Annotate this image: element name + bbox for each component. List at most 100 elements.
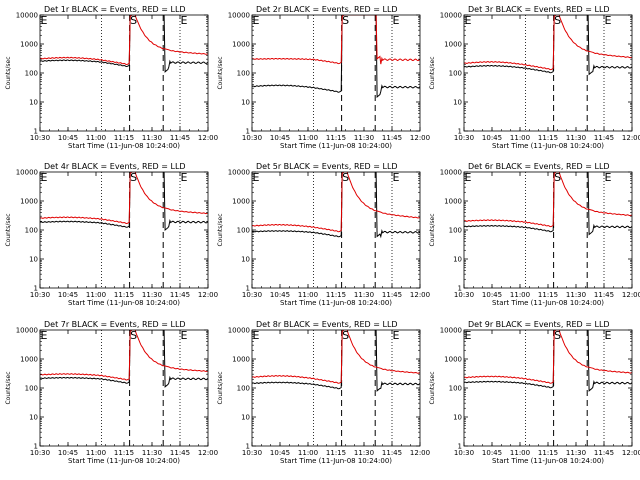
x-tick-label: 11:45 [594,291,614,299]
end-marker: E [41,329,48,342]
x-tick-label: 11:45 [170,449,190,457]
y-tick-label: 1 [458,285,462,293]
start-marker: S [342,14,349,27]
y-tick-label: 10000 [440,12,462,20]
y-axis-label: Counts/sec [5,213,12,246]
end-marker: E [41,14,48,27]
panel: Det 6r BLACK = Events, RED = LLD 1 10 100 10… [429,162,640,307]
end-marker: E [181,329,188,342]
x-tick-label: 10:45 [58,134,78,142]
series-line [464,172,632,228]
x-tick-label: 11:00 [86,134,106,142]
start-marker: S [554,329,561,342]
x-tick-label: 11:00 [298,134,318,142]
start-marker: S [554,171,561,184]
y-tick-label: 100 [25,227,38,235]
x-tick-label: 11:15 [326,134,346,142]
y-tick-label: 1000 [444,198,462,206]
x-tick-label: 12:00 [198,134,218,142]
x-tick-label: 11:30 [142,134,162,142]
series-line [464,15,632,76]
x-tick-label: 12:00 [410,291,430,299]
x-tick-label: 11:30 [354,134,374,142]
y-tick-label: 1 [34,128,38,136]
end-marker: E [253,329,260,342]
x-tick-label: 10:45 [482,291,502,299]
series-line [252,330,420,392]
end-marker: E [393,171,400,184]
y-tick-label: 1000 [20,198,38,206]
x-tick-label: 11:30 [354,449,374,457]
y-tick-label: 100 [237,70,250,78]
y-tick-label: 10 [241,99,250,107]
x-tick-label: 12:00 [622,449,640,457]
x-tick-label: 12:00 [622,291,640,299]
x-tick-label: 11:30 [142,291,162,299]
x-tick-label: 11:15 [538,291,558,299]
y-tick-label: 10000 [228,12,250,20]
x-tick-label: 11:00 [510,291,530,299]
plot-frame [463,14,633,132]
y-tick-label: 1000 [232,356,250,364]
series-line [464,15,632,71]
x-tick-label: 10:30 [242,291,262,299]
x-tick-label: 10:45 [482,134,502,142]
panel: Det 5r BLACK = Events, RED = LLD 1 10 100 10… [217,162,430,307]
y-tick-label: 10 [29,256,38,264]
x-tick-label: 11:00 [510,449,530,457]
panel-title: Det 1r BLACK = Events, RED = LLD [44,5,186,14]
end-marker: E [393,14,400,27]
end-marker: E [465,329,472,342]
panel-title: Det 6r BLACK = Events, RED = LLD [468,162,610,171]
y-tick-label: 100 [449,227,462,235]
panel: Det 7r BLACK = Events, RED = LLD 1 10 100 10… [5,320,218,465]
y-axis-label: Counts/sec [429,56,436,89]
panel: Det 1r BLACK = Events, RED = LLD 1 10 100 10… [5,5,218,150]
x-tick-label: 10:45 [482,449,502,457]
plot-frame [251,14,421,132]
x-tick-label: 11:45 [170,291,190,299]
x-axis-label: Start Time (11-Jun-08 10:24:00) [492,142,604,150]
y-axis-label: Counts/sec [429,213,436,246]
y-tick-label: 1 [246,128,250,136]
y-tick-label: 10000 [228,169,250,177]
x-tick-label: 10:30 [30,291,50,299]
y-tick-label: 100 [237,385,250,393]
x-tick-label: 11:45 [594,134,614,142]
x-tick-label: 11:15 [114,291,134,299]
y-tick-label: 1000 [444,41,462,49]
panel: Det 3r BLACK = Events, RED = LLD 1 10 100 10… [429,5,640,150]
start-marker: S [130,14,137,27]
x-tick-label: 11:45 [382,449,402,457]
x-axis-label: Start Time (11-Jun-08 10:24:00) [280,457,392,465]
y-tick-label: 10 [453,256,462,264]
y-tick-label: 10 [453,414,462,422]
panel-title: Det 4r BLACK = Events, RED = LLD [44,162,186,171]
y-tick-label: 10 [29,99,38,107]
end-marker: E [393,329,400,342]
x-tick-label: 11:15 [326,449,346,457]
plot-frame [463,171,633,289]
panel-title: Det 3r BLACK = Events, RED = LLD [468,5,610,14]
end-marker: E [181,171,188,184]
plot-frame [251,171,421,289]
y-axis-label: Counts/sec [429,371,436,404]
series-line [252,172,420,239]
y-tick-label: 10 [241,256,250,264]
x-tick-label: 10:45 [58,291,78,299]
y-axis-label: Counts/sec [217,213,224,246]
y-tick-label: 10000 [440,327,462,335]
x-axis-label: Start Time (11-Jun-08 10:24:00) [68,457,180,465]
x-tick-label: 11:30 [354,291,374,299]
panel: Det 9r BLACK = Events, RED = LLD 1 10 100 10… [429,320,640,465]
panel-title: Det 9r BLACK = Events, RED = LLD [468,320,610,329]
x-tick-label: 11:30 [142,449,162,457]
panel-title: Det 7r BLACK = Events, RED = LLD [44,320,186,329]
end-marker: E [253,171,260,184]
end-marker: E [181,14,188,27]
series-line [252,15,420,98]
panel-title: Det 8r BLACK = Events, RED = LLD [256,320,398,329]
y-tick-label: 1 [34,443,38,451]
x-tick-label: 11:15 [538,449,558,457]
x-tick-label: 10:45 [58,449,78,457]
